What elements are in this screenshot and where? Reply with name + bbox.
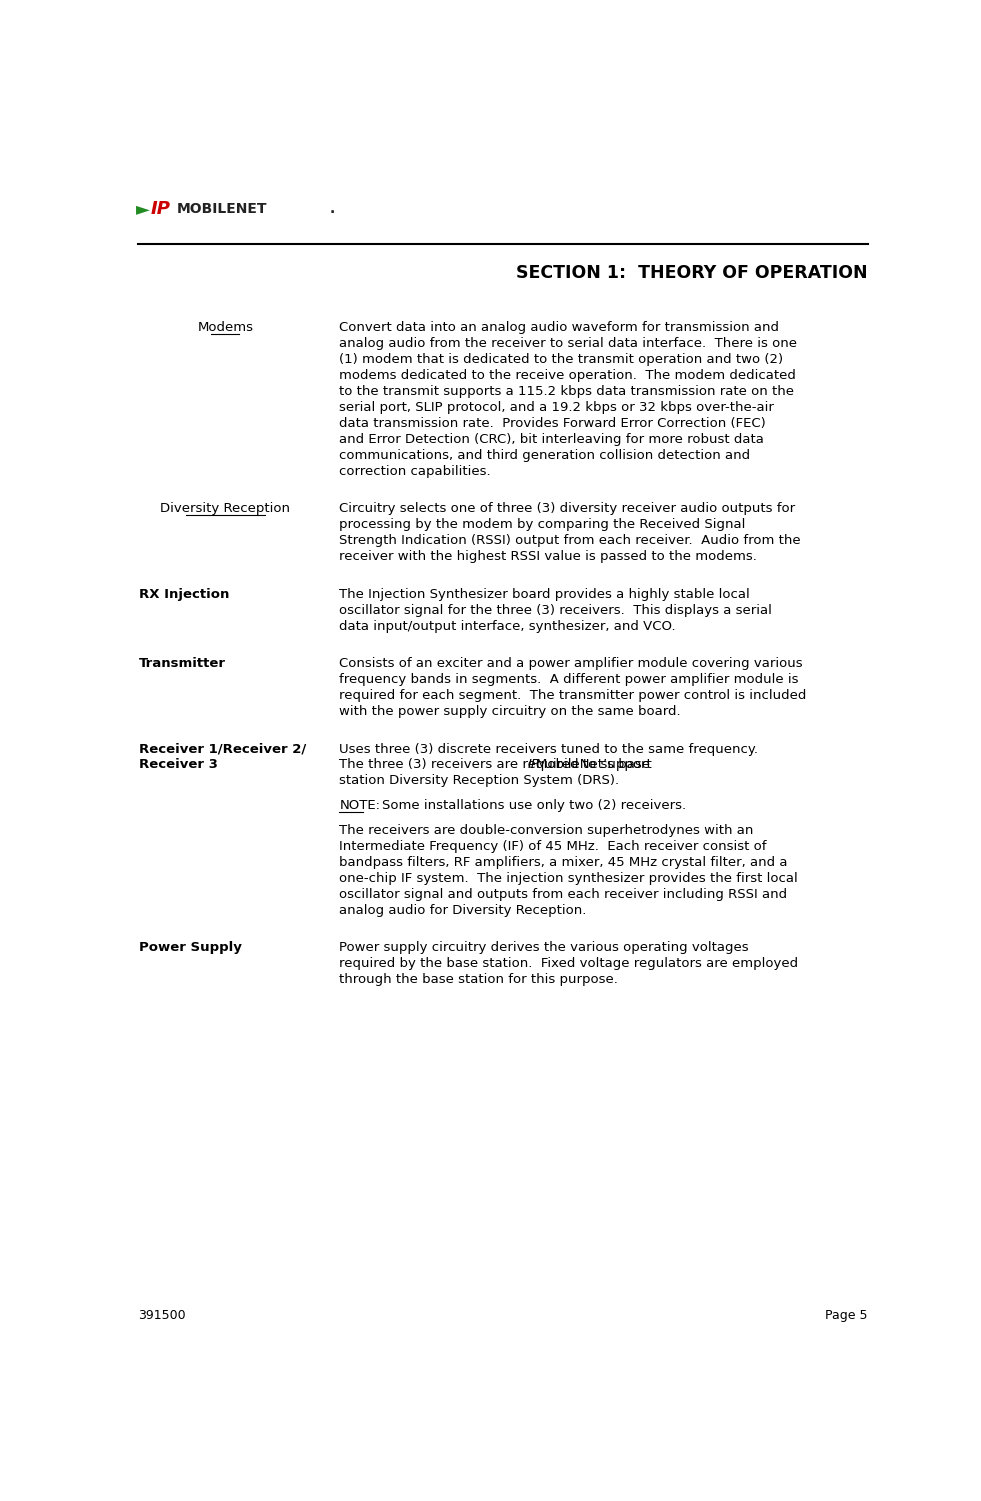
Text: analog audio for Diversity Reception.: analog audio for Diversity Reception. [339, 904, 587, 917]
Text: The receivers are double-conversion superhetrodynes with an: The receivers are double-conversion supe… [339, 824, 753, 838]
Text: receiver with the highest RSSI value is passed to the modems.: receiver with the highest RSSI value is … [339, 549, 757, 563]
Text: one-chip IF system.  The injection synthesizer provides the first local: one-chip IF system. The injection synthe… [339, 872, 799, 884]
Text: Diversity Reception: Diversity Reception [160, 503, 290, 515]
Text: 391500: 391500 [137, 1309, 185, 1322]
Text: oscillator signal for the three (3) receivers.  This displays a serial: oscillator signal for the three (3) rece… [339, 603, 772, 617]
Text: MOBILENET: MOBILENET [177, 203, 267, 216]
Text: (1) modem that is dedicated to the transmit operation and two (2): (1) modem that is dedicated to the trans… [339, 353, 784, 366]
Text: Power Supply: Power Supply [139, 941, 242, 955]
Text: MobileNet’s base: MobileNet’s base [536, 758, 650, 772]
Text: Page 5: Page 5 [825, 1309, 868, 1322]
Text: Circuitry selects one of three (3) diversity receiver audio outputs for: Circuitry selects one of three (3) diver… [339, 503, 796, 515]
Text: frequency bands in segments.  A different power amplifier module is: frequency bands in segments. A different… [339, 672, 799, 686]
Text: bandpass filters, RF amplifiers, a mixer, 45 MHz crystal filter, and a: bandpass filters, RF amplifiers, a mixer… [339, 856, 788, 869]
Text: Some installations use only two (2) receivers.: Some installations use only two (2) rece… [382, 799, 686, 812]
Text: required for each segment.  The transmitter power control is included: required for each segment. The transmitt… [339, 689, 806, 702]
Text: NOTE:: NOTE: [339, 799, 381, 812]
Text: IP: IP [151, 200, 171, 218]
Text: Modems: Modems [197, 321, 253, 335]
Text: modems dedicated to the receive operation.  The modem dedicated: modems dedicated to the receive operatio… [339, 369, 797, 381]
Text: processing by the modem by comparing the Received Signal: processing by the modem by comparing the… [339, 518, 746, 531]
Text: through the base station for this purpose.: through the base station for this purpos… [339, 973, 618, 986]
Text: data input/output interface, synthesizer, and VCO.: data input/output interface, synthesizer… [339, 620, 676, 632]
Text: Intermediate Frequency (IF) of 45 MHz.  Each receiver consist of: Intermediate Frequency (IF) of 45 MHz. E… [339, 841, 767, 853]
Text: Receiver 1/Receiver 2/: Receiver 1/Receiver 2/ [139, 743, 307, 755]
Text: to the transmit supports a 115.2 kbps data transmission rate on the: to the transmit supports a 115.2 kbps da… [339, 384, 795, 398]
Text: with the power supply circuitry on the same board.: with the power supply circuitry on the s… [339, 705, 681, 717]
Text: communications, and third generation collision detection and: communications, and third generation col… [339, 449, 750, 462]
Text: Transmitter: Transmitter [139, 657, 227, 669]
Text: Strength Indication (RSSI) output from each receiver.  Audio from the: Strength Indication (RSSI) output from e… [339, 534, 800, 548]
Text: serial port, SLIP protocol, and a 19.2 kbps or 32 kbps over-the-air: serial port, SLIP protocol, and a 19.2 k… [339, 401, 774, 414]
Text: IP: IP [528, 758, 540, 772]
Text: oscillator signal and outputs from each receiver including RSSI and: oscillator signal and outputs from each … [339, 887, 788, 901]
Text: correction capabilities.: correction capabilities. [339, 465, 490, 477]
Text: data transmission rate.  Provides Forward Error Correction (FEC): data transmission rate. Provides Forward… [339, 417, 766, 429]
Text: and Error Detection (CRC), bit interleaving for more robust data: and Error Detection (CRC), bit interleav… [339, 432, 764, 446]
Text: required by the base station.  Fixed voltage regulators are employed: required by the base station. Fixed volt… [339, 958, 799, 970]
Text: The Injection Synthesizer board provides a highly stable local: The Injection Synthesizer board provides… [339, 588, 750, 600]
Text: analog audio from the receiver to serial data interface.  There is one: analog audio from the receiver to serial… [339, 338, 798, 350]
Text: The three (3) receivers are required to support: The three (3) receivers are required to … [339, 758, 656, 772]
Text: Consists of an exciter and a power amplifier module covering various: Consists of an exciter and a power ampli… [339, 657, 802, 669]
Text: Convert data into an analog audio waveform for transmission and: Convert data into an analog audio wavefo… [339, 321, 779, 335]
Text: Receiver 3: Receiver 3 [139, 758, 218, 772]
Text: RX Injection: RX Injection [139, 588, 230, 600]
Text: .: . [330, 203, 335, 216]
Text: Uses three (3) discrete receivers tuned to the same frequency.: Uses three (3) discrete receivers tuned … [339, 743, 758, 755]
Text: ►: ► [136, 200, 150, 218]
Text: Power supply circuitry derives the various operating voltages: Power supply circuitry derives the vario… [339, 941, 749, 955]
Text: SECTION 1:  THEORY OF OPERATION: SECTION 1: THEORY OF OPERATION [516, 264, 868, 282]
Text: station Diversity Reception System (DRS).: station Diversity Reception System (DRS)… [339, 775, 619, 788]
